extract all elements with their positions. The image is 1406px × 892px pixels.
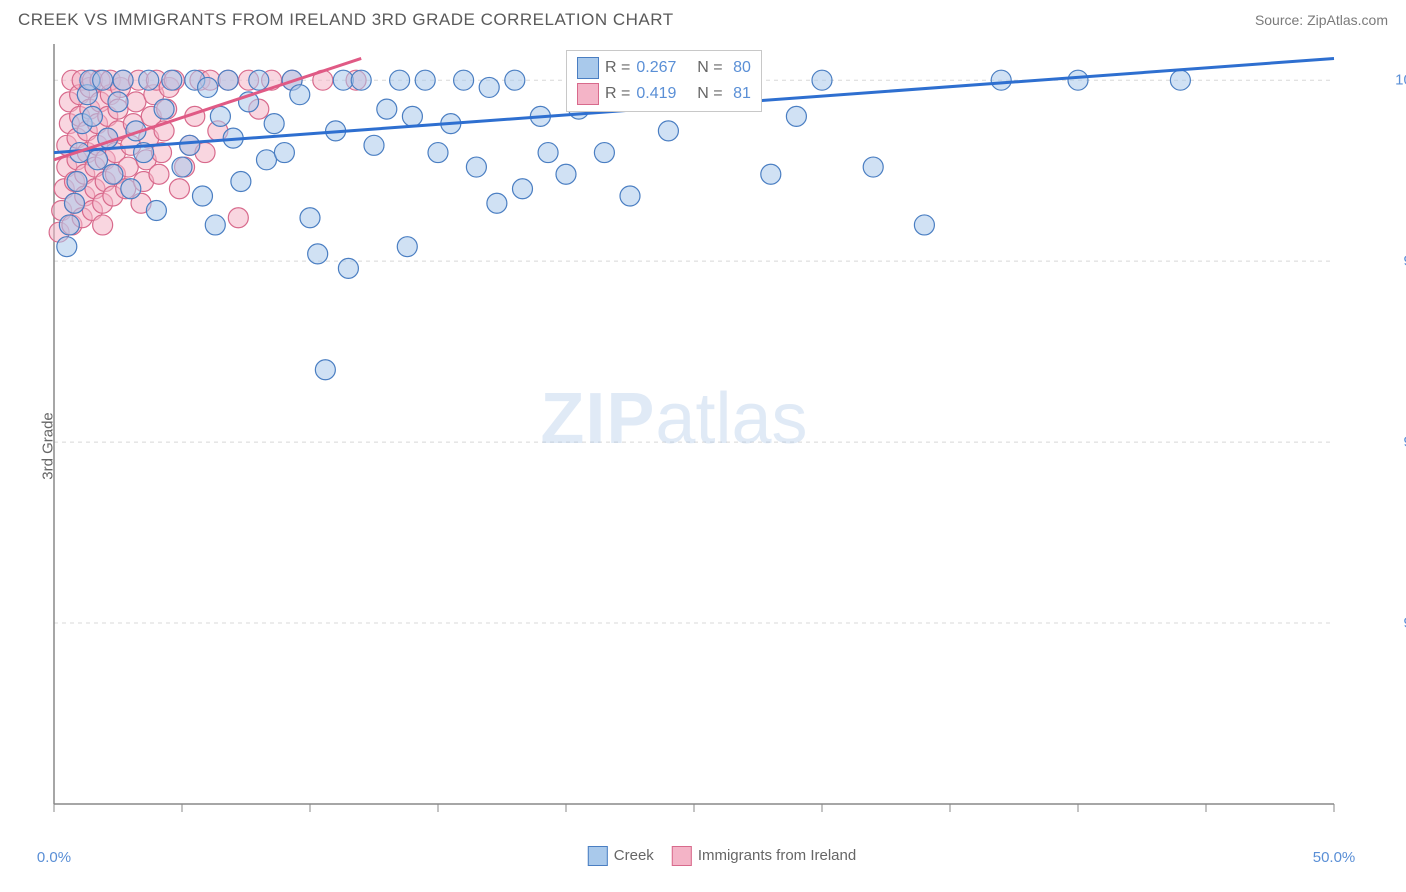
legend-item: Immigrants from Ireland: [672, 846, 856, 866]
x-tick-label-right: 50.0%: [1313, 849, 1356, 866]
legend-stat-row: R = 0.419 N = 81: [577, 81, 751, 107]
chart-title: CREEK VS IMMIGRANTS FROM IRELAND 3RD GRA…: [18, 10, 674, 30]
legend-stat-row: R = 0.267 N = 80: [577, 55, 751, 81]
legend-item: Creek: [588, 846, 654, 866]
legend-stats-box: R = 0.267 N = 80R = 0.419 N = 81: [566, 50, 762, 112]
scatter-plot-svg: [54, 44, 1334, 804]
y-tick-label: 100.0%: [1395, 72, 1406, 89]
x-tick-label-left: 0.0%: [37, 849, 71, 866]
legend-bottom: Creek Immigrants from Ireland: [588, 846, 856, 866]
source-attribution: Source: ZipAtlas.com: [1255, 12, 1388, 28]
chart-area: ZIPatlas R = 0.267 N = 80R = 0.419 N = 8…: [54, 44, 1390, 834]
